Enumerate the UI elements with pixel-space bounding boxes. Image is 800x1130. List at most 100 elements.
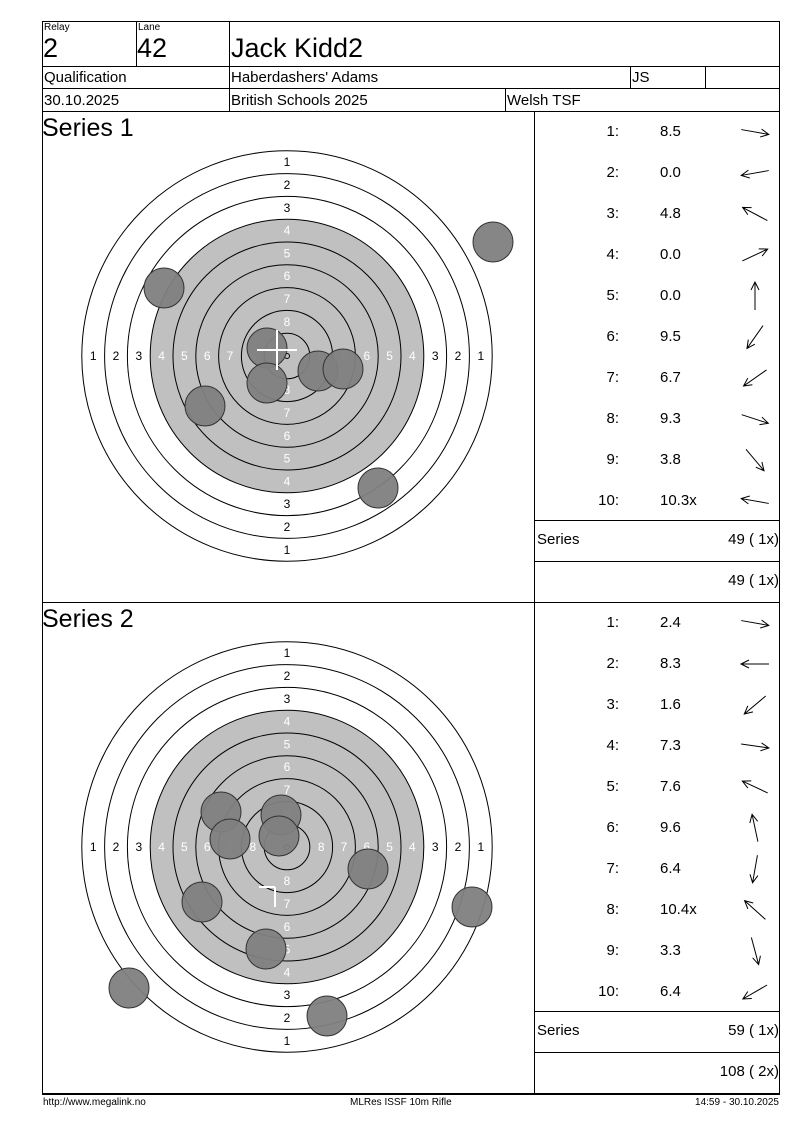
sheet-border [42,21,780,1095]
shot-score: 9.3 [660,410,681,427]
team-name: Welsh TSF [507,92,581,109]
shot-number: 2: [606,164,619,181]
ring-number-label: 5 [181,349,188,363]
target-black-area [150,219,424,493]
date: 30.10.2025 [44,92,120,109]
direction-arrow-icon [741,414,770,426]
target-ring [172,732,402,962]
ring-number-label: 4 [158,840,165,854]
shot-hole [246,327,288,369]
shot-row: 10: 6.4 [535,971,779,1012]
ring-number-label: 1 [90,349,97,363]
ring-number-label: 7 [227,349,234,363]
shot-row: 8: 10.4x [535,889,779,930]
shot-number: 6: [606,328,619,345]
shot-score: 1.6 [660,696,681,713]
shot-score: 6.4 [660,983,681,1000]
target-diagram: 11112222333344445555666677778888 [81,641,493,1053]
series-title: Series 2 [42,605,134,633]
target-ring [81,641,493,1053]
ring-number-label: 1 [90,840,97,854]
ring-number-label: 7 [284,783,291,797]
shot-score: 10.4x [660,901,697,918]
shot-score: 6.4 [660,860,681,877]
ring-number-label: 2 [455,349,462,363]
ring-number-label: 3 [284,497,291,511]
shot-number: 1: [606,614,619,631]
direction-arrow-icon [741,742,770,752]
ring-number-label: 1 [284,646,291,660]
ring-number-label: 4 [284,965,291,979]
footer-timestamp: 14:59 - 30.10.2025 [695,1097,779,1108]
ring-number-label: 3 [284,692,291,706]
direction-arrow-icon [741,206,768,222]
shot-hole [181,881,223,923]
ring-number-label: 3 [135,349,142,363]
ring-number-label: 8 [249,840,256,854]
shot-row: 3: 1.6 [535,684,779,725]
ring-number-label: 2 [113,840,120,854]
target-ring [126,195,448,517]
shot-number: 4: [606,246,619,263]
direction-arrow-icon [750,281,760,310]
ring-number-label: 6 [204,349,211,363]
shot-number: 3: [606,205,619,222]
ring-number-label: 3 [432,840,439,854]
ring-number-label: 4 [284,224,291,238]
ring-number-label: 5 [284,943,291,957]
event-type: Qualification [44,69,127,86]
ring-number-label: 2 [455,840,462,854]
shot-hole [258,815,300,857]
target-ring [104,173,470,539]
shot-score: 0.0 [660,164,681,181]
ring-number-label: 2 [284,669,291,683]
direction-arrow-icon [749,855,759,884]
shot-number: 5: [606,778,619,795]
ring-number-label: 1 [284,1034,291,1048]
shot-number: 6: [606,819,619,836]
shot-hole [472,221,514,263]
shot-score: 3.8 [660,451,681,468]
direction-arrow-icon [749,813,759,842]
lane-label: Lane [138,22,161,33]
ring-number-label: 6 [204,840,211,854]
direction-arrow-icon [741,619,770,629]
shot-number: 10: [598,983,619,1000]
shot-hole [184,385,226,427]
shot-number: 8: [606,410,619,427]
shot-number: 5: [606,287,619,304]
shot-score: 7.6 [660,778,681,795]
target-ring [195,264,379,448]
shot-number: 7: [606,369,619,386]
ring-number-label: 5 [181,840,188,854]
series-label: Series [537,531,580,548]
ring-number-label: 2 [113,349,120,363]
shot-row: 9: 3.8 [535,439,779,480]
ring-number-label: 6 [284,429,291,443]
shot-score: 0.0 [660,246,681,263]
shot-score: 9.6 [660,819,681,836]
ring-number-label: 2 [284,178,291,192]
running-total: 108 ( 2x) [719,1063,779,1080]
ring-number-label: 8 [284,315,291,329]
ring-number-label: 6 [363,349,370,363]
footer-url[interactable]: http://www.megalink.no [43,1097,146,1108]
direction-arrow-icon [750,937,761,966]
shot-hole [108,967,150,1009]
ring-number-label: 4 [409,349,416,363]
target-ring [172,241,402,471]
ring-number-label: 3 [432,349,439,363]
shot-score: 9.5 [660,328,681,345]
ring-number-label: 4 [409,840,416,854]
shot-row: 6: 9.5 [535,316,779,357]
ring-number-label: 5 [284,737,291,751]
series-label: Series [537,1022,580,1039]
relay-label: Relay [44,22,70,33]
shot-number: 3: [606,696,619,713]
target-diagram: 11112222333344445555666677778888 [81,150,514,562]
direction-arrow-icon [741,984,768,1000]
initials: JS [632,69,650,86]
ring-number-label: 3 [284,201,291,215]
running-total: 49 ( 1x) [728,572,779,589]
ring-number-label: 4 [158,349,165,363]
